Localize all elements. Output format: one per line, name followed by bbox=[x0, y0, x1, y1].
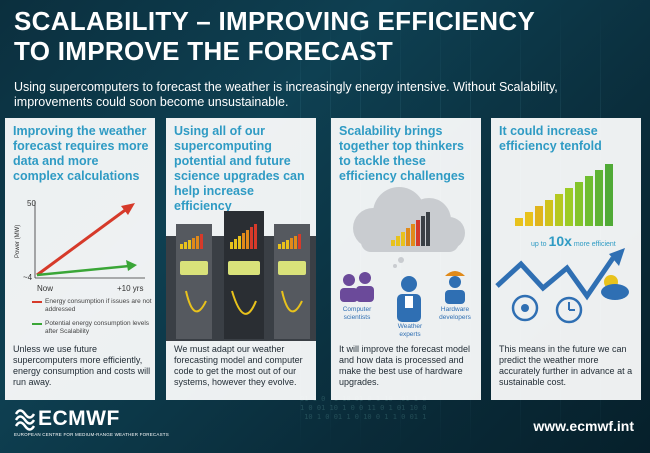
efficiency-bar bbox=[575, 182, 583, 226]
weather-experts-icon bbox=[397, 276, 421, 322]
website-link[interactable]: www.ecmwf.int bbox=[533, 418, 634, 434]
card-body: It will improve the forecast model and h… bbox=[339, 344, 471, 387]
efficiency-bars bbox=[515, 164, 613, 226]
efficiency-bar bbox=[535, 206, 543, 226]
efficiency-bar bbox=[515, 218, 523, 226]
cables bbox=[185, 290, 303, 315]
world-map-icons bbox=[180, 261, 306, 275]
chart-legend: Energy consumption if issues are not add… bbox=[32, 298, 152, 342]
legend-item-green: Potential energy consumption levels afte… bbox=[32, 320, 152, 336]
card-supercomputing: Using all of our supercomputing potentia… bbox=[166, 118, 316, 400]
card-tenfold: It could increase efficiency tenfold up … bbox=[491, 118, 641, 400]
card-body: We must adapt our weather forecasting mo… bbox=[174, 344, 303, 387]
efficiency-bar bbox=[585, 176, 593, 226]
y-tick-top: 50 bbox=[27, 199, 36, 208]
logo-name: ECMWF bbox=[38, 407, 120, 430]
red-arrow-head bbox=[121, 203, 135, 215]
green-trend-line bbox=[36, 264, 130, 277]
label-hardware-developers: Hardware developers bbox=[439, 306, 471, 321]
zigzag-arrow bbox=[495, 256, 616, 301]
card-heading: Scalability brings together top thinkers… bbox=[339, 124, 465, 183]
hardware-developers-icon bbox=[445, 271, 465, 304]
label-weather-experts: Weather experts bbox=[397, 323, 423, 338]
title-line-2: TO IMPROVE THE FORECAST bbox=[14, 36, 394, 66]
sun-cloud-icon bbox=[601, 275, 629, 300]
clock-icon bbox=[555, 296, 583, 324]
green-arrow-head bbox=[126, 260, 137, 271]
card-heading: It could increase efficiency tenfold bbox=[499, 124, 602, 153]
rack-bars bbox=[180, 224, 301, 249]
legend-item-red: Energy consumption if issues are not add… bbox=[32, 298, 152, 314]
cloud-bars bbox=[391, 212, 430, 246]
efficiency-bar bbox=[555, 194, 563, 226]
card-energy: Improving the weather forecast requires … bbox=[5, 118, 155, 400]
intro-text: Using supercomputers to forecast the wea… bbox=[14, 80, 558, 109]
y-tick-bottom: ~4 bbox=[23, 273, 33, 282]
cloud-icon bbox=[353, 187, 465, 268]
tenfold-caption: up to 10x more efficient bbox=[531, 233, 616, 249]
card-heading: Improving the weather forecast requires … bbox=[13, 124, 149, 183]
efficiency-bar bbox=[565, 188, 573, 226]
efficiency-bar bbox=[525, 212, 533, 226]
page-title: SCALABILITY – IMPROVING EFFICIENCY TO IM… bbox=[14, 6, 535, 66]
energy-chart: 50 ~4 Power (MW) Now +10 yrs bbox=[15, 199, 145, 293]
x-tick-right: +10 yrs bbox=[117, 284, 143, 293]
people-illustration bbox=[340, 271, 465, 322]
logo-icon bbox=[14, 409, 36, 431]
title-line-1: SCALABILITY – IMPROVING EFFICIENCY bbox=[14, 6, 536, 36]
supercomputer-racks-illustration bbox=[166, 211, 316, 341]
red-trend-line bbox=[36, 206, 129, 277]
target-icon bbox=[511, 294, 539, 322]
efficiency-bar bbox=[605, 164, 613, 226]
card-body: Unless we use future supercomputers more… bbox=[13, 344, 151, 387]
arrow-head bbox=[609, 248, 625, 266]
efficiency-bar bbox=[595, 170, 603, 226]
efficiency-bar bbox=[545, 200, 553, 226]
card-thinkers: Scalability brings together top thinkers… bbox=[331, 118, 481, 400]
y-axis-label: Power (MW) bbox=[15, 225, 21, 258]
computer-scientists-icon bbox=[340, 272, 374, 302]
label-computer-scientists: Computer scientists bbox=[342, 306, 372, 321]
forecast-illustration bbox=[495, 248, 629, 324]
x-tick-left: Now bbox=[37, 284, 53, 293]
card-heading: Using all of our supercomputing potentia… bbox=[174, 124, 305, 213]
card-body: This means in the future we can predict … bbox=[499, 344, 633, 387]
logo-subtitle: EUROPEAN CENTRE FOR MEDIUM-RANGE WEATHER… bbox=[14, 432, 169, 437]
